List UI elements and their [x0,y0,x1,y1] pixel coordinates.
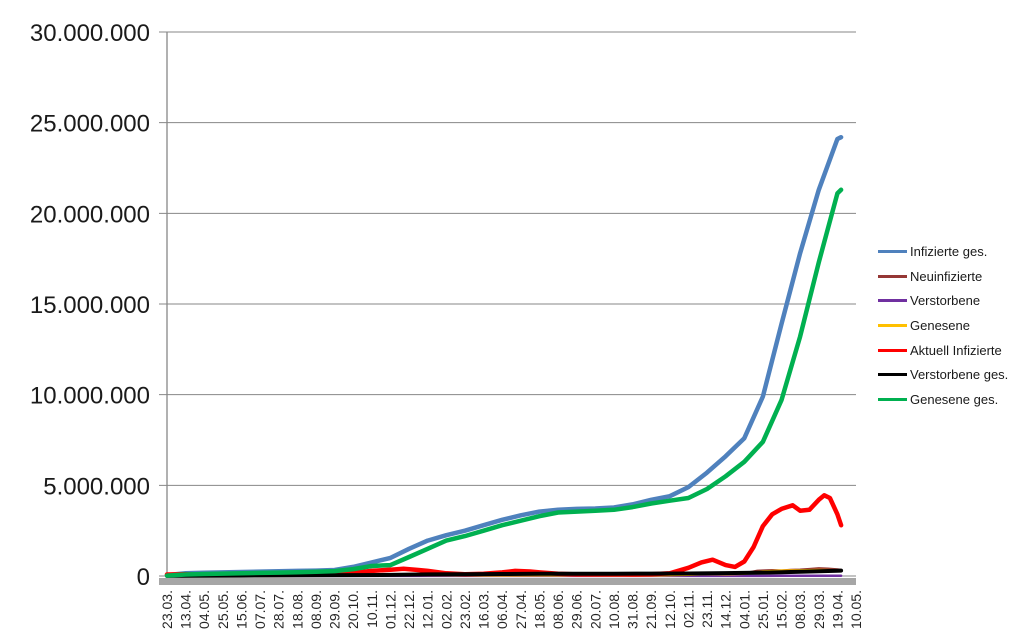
legend-swatch-line [878,299,907,303]
legend-label: Neuinfizierte [910,268,983,284]
x-axis-label: 27.04. [513,590,529,629]
x-axis-label: 23.11. [699,590,715,628]
legend-item: Genesene ges. [878,387,1008,412]
legend-label: Genesene ges. [910,391,999,407]
y-axis-label: 5.000.000 [43,473,150,500]
legend-swatch-line [878,348,907,352]
x-axis-label: 28.07. [271,590,287,629]
x-axis-label: 08.06. [550,590,566,629]
series-line-genesene-ges [164,187,844,578]
legend-item: Neuinfizierte [878,264,1008,289]
series-line-aktuell-infizierte [164,493,844,578]
x-axis-label: 07.07. [252,590,268,629]
x-axis-label: 31.08. [625,590,641,629]
x-axis-label: 23.02. [457,590,473,629]
legend-label: Aktuell Infizierte [910,342,1002,358]
chart-legend: Infizierte ges. Neuinfizierte Verstorbene G… [878,239,1008,412]
x-axis-bar [159,578,856,585]
y-axis-label: 10.000.000 [30,383,150,410]
legend-item: Verstorbene ges. [878,362,1008,387]
x-axis-label: 12.01. [420,590,436,629]
y-axis-label: 20.000.000 [30,201,150,228]
x-axis-label: 22.12. [401,590,417,629]
x-axis-label: 02.11. [680,590,696,628]
legend-swatch-line [878,323,907,327]
x-axis-label: 29.03. [811,590,827,629]
x-axis-label: 02.02. [438,590,454,629]
legend-swatch-line [878,373,907,377]
x-axis-label: 01.12. [382,590,398,629]
x-axis-label: 08.03. [792,590,808,629]
x-axis-label: 25.05. [215,590,231,629]
x-axis-label: 08.09. [308,590,324,629]
legend-item: Genesene [878,313,1008,338]
x-axis-label: 04.01. [736,590,752,629]
y-axis-label: 0 [137,564,150,591]
legend-swatch-line [878,397,907,401]
y-axis-label: 15.000.000 [30,292,150,319]
legend-swatch-line [878,274,907,278]
x-axis-label: 15.06. [233,590,249,629]
x-axis-label: 06.04. [494,590,510,629]
legend-item: Aktuell Infizierte [878,338,1008,363]
legend-label: Genesene [910,317,970,333]
x-axis-label: 20.07. [587,590,603,629]
x-axis-label: 15.02. [774,590,790,629]
x-axis-label: 21.09. [643,590,659,629]
series-line-infizierte-ges [164,134,844,578]
x-axis-label: 12.10. [662,590,678,629]
legend-label: Infizierte ges. [910,243,988,259]
x-axis-label: 16.03. [476,590,492,629]
y-axis-label: 25.000.000 [30,111,150,138]
legend-item: Verstorbene [878,288,1008,313]
x-axis-label: 10.08. [606,590,622,629]
x-axis-label: 10.11. [364,590,380,628]
legend-swatch-line [878,249,907,253]
series-line-verstorbene-ges [165,568,844,578]
y-axis-label: 30.000.000 [30,20,150,47]
x-axis-label: 19.04. [829,590,845,629]
x-axis-label: 04.05. [196,590,212,629]
legend-item: Infizierte ges. [878,239,1008,264]
x-axis-label: 13.04. [178,590,194,629]
x-axis-label: 18.08. [289,590,305,629]
x-axis-label: 10.05. [848,590,864,629]
x-axis-label: 29.09. [327,590,343,629]
x-axis-label: 23.03. [159,590,175,629]
x-axis-label: 14.12. [718,590,734,629]
x-axis-label: 18.05. [531,590,547,629]
x-axis-label: 25.01. [755,590,771,629]
x-axis-label: 29.06. [569,590,585,629]
x-axis-label: 20.10. [345,590,361,629]
legend-label: Verstorbene [910,293,981,309]
legend-label: Verstorbene ges. [910,367,1009,383]
